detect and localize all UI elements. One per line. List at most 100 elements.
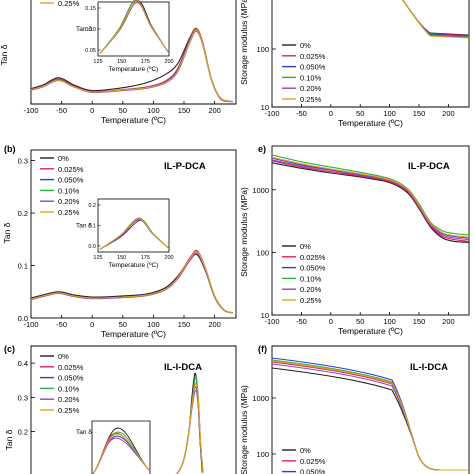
- inset-series-line: [99, 218, 169, 250]
- y-tick-label: 0.2: [18, 209, 28, 218]
- series-line-0.25%: [175, 383, 204, 474]
- x-tick-label: 50: [119, 320, 127, 329]
- inset-series-line: [99, 1, 169, 54]
- plot-frame: [271, 345, 470, 474]
- panel-b-tan-delta: 0.30.20.10.0-100 -50 0 50 100 150 200Temperatu…: [2, 144, 237, 339]
- legend-entry: 0.20%: [300, 285, 322, 294]
- x-tick-label: 50: [119, 106, 127, 115]
- x-tick-label: 100: [147, 106, 160, 115]
- legend-entry: 0.20%: [58, 395, 80, 404]
- x-axis-label: Temperature (ºC): [338, 118, 403, 128]
- y-tick-label: 0.2: [18, 428, 28, 437]
- y-tick-label: 1000: [252, 394, 269, 403]
- inset-x-tick-label: 175: [141, 59, 150, 65]
- y-tick-label: 10: [261, 311, 269, 320]
- panel-label: (c): [4, 344, 15, 354]
- x-tick-label: 200: [208, 320, 221, 329]
- series-line: [402, 0, 470, 39]
- legend-entry: 0%: [300, 41, 311, 50]
- series-line-0.025%: [31, 249, 234, 314]
- x-tick-label: 0: [90, 320, 94, 329]
- inset-y-label: Tan δ: [76, 26, 92, 33]
- inset-x-tick-label: 200: [164, 59, 173, 65]
- legend-entry: 0.050%: [58, 374, 84, 383]
- x-tick-label: 0: [329, 109, 333, 118]
- inset-y-tick-label: 0.05: [85, 48, 96, 54]
- y-axis-label: Tan δ: [2, 222, 12, 243]
- x-tick-label: -100: [264, 317, 279, 326]
- inset-y-label: Tan δ: [76, 223, 92, 230]
- panel-title: IL-I-DCA: [164, 362, 202, 373]
- x-tick-label: -100: [264, 109, 279, 118]
- series-line: [402, 0, 470, 36]
- x-tick-label: -50: [56, 320, 67, 329]
- panel-label: e): [258, 144, 266, 154]
- x-tick-label: -50: [296, 109, 307, 118]
- legend-entry: 0.025%: [58, 363, 84, 372]
- x-axis-label: Temperature (ºC): [101, 329, 166, 339]
- legend-entry: 0.20%: [58, 197, 80, 206]
- series-line-0.25%: [31, 29, 234, 103]
- legend-entry: 0%: [58, 352, 69, 361]
- inset-x-tick-label: 125: [93, 59, 102, 65]
- x-tick-label: 200: [208, 106, 221, 115]
- inset-x-tick-label: 150: [117, 59, 126, 65]
- legend-entry: 0.025%: [300, 52, 326, 61]
- inset-y-tick-label: 0.2: [88, 203, 96, 209]
- legend-entry: 0.025%: [300, 457, 326, 466]
- series-line-0.25%: [272, 156, 469, 238]
- y-tick-label: 1000: [252, 186, 269, 195]
- y-axis-label: Storage modulus (MPa): [239, 0, 249, 85]
- legend-entry: 0.10%: [300, 274, 322, 283]
- inset-y-tick-label: 0.1: [88, 224, 96, 230]
- y-tick-label: 0.1: [18, 262, 28, 271]
- plot-frame: [271, 145, 470, 316]
- x-tick-label: 100: [383, 317, 396, 326]
- x-tick-label: 200: [442, 109, 455, 118]
- x-axis-label: Temperature (ºC): [338, 326, 403, 336]
- x-tick-label: 150: [413, 317, 426, 326]
- panel-e-storage-modulus: 1000 100 10-100 -50 0 50 100 150 200 Temperature …: [239, 144, 470, 336]
- legend-entry: 0.25%: [300, 296, 322, 305]
- x-tick-label: 0: [329, 317, 333, 326]
- series-line: [402, 0, 470, 37]
- panel-title: IL-I-DCA: [410, 362, 448, 373]
- legend-entry: 0.025%: [300, 253, 326, 262]
- legend-entry: 0%: [300, 242, 311, 251]
- x-tick-label: 0: [90, 106, 94, 115]
- inset-x-label: Temperature (ºC): [109, 262, 159, 269]
- y-tick-label: 100: [256, 450, 269, 459]
- panel-label: (f): [258, 344, 267, 354]
- y-tick-label: 0.0: [18, 314, 28, 323]
- x-tick-label: -50: [56, 106, 67, 115]
- plot-frame: [30, 149, 237, 319]
- x-tick-label: 150: [178, 106, 191, 115]
- plot-frame: [271, 0, 470, 108]
- legend-entry: 0.050%: [300, 468, 326, 474]
- inset-x-tick-label: 200: [164, 255, 173, 261]
- legend-entry: 0.10%: [58, 384, 80, 393]
- plot-frame: [30, 0, 237, 105]
- legend-entry: 0.20%: [300, 84, 322, 93]
- series-line-0.20%: [272, 159, 469, 241]
- x-tick-label: 50: [356, 109, 364, 118]
- panel-d-storage-modulus: 100 10 Storage modulus (MPa) 0% 0.025% 0.050%…: [239, 0, 470, 128]
- inset-x-tick-label: 125: [93, 255, 102, 261]
- y-tick-label: 100: [256, 248, 269, 257]
- legend-entry: 0.10%: [300, 73, 322, 82]
- x-tick-label: -50: [296, 317, 307, 326]
- x-tick-label: -100: [23, 106, 38, 115]
- inset-x-tick-label: 175: [141, 255, 150, 261]
- legend-entry: 0.25%: [58, 0, 80, 8]
- legend-entry: 0%: [300, 446, 311, 455]
- y-tick-label: 0.3: [18, 157, 28, 166]
- x-tick-label: 200: [442, 317, 455, 326]
- legend-entry: 0%: [58, 154, 69, 163]
- panel-a-tan-delta: -100 -50 0 50 100 150 200 Temperature (ºC) Tan δ…: [0, 0, 237, 125]
- legend-entry: 0.050%: [58, 176, 84, 185]
- inset-x-label: Temperature (ºC): [109, 66, 159, 73]
- inset-frame: [91, 420, 151, 474]
- legend-entry: 0.25%: [58, 406, 80, 415]
- series-line-0%: [272, 162, 469, 243]
